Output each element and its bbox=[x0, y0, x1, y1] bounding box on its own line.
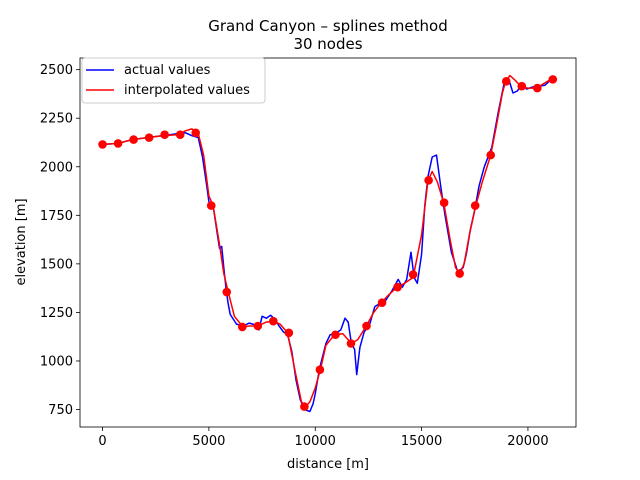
node-marker bbox=[284, 328, 294, 338]
y-axis-ticks: 750 1000 1250 1500 1750 2000 2250 2500 bbox=[40, 63, 80, 418]
node-marker bbox=[206, 201, 216, 210]
node-marker bbox=[98, 140, 107, 149]
chart-subtitle: 30 nodes bbox=[293, 35, 362, 53]
y-tick-label: 1250 bbox=[40, 306, 73, 321]
legend-box bbox=[81, 57, 266, 104]
x-axis-label: distance [m] bbox=[287, 457, 369, 472]
node-marker bbox=[222, 287, 232, 297]
x-tick-label: 10000 bbox=[295, 434, 336, 449]
x-tick-label: 15000 bbox=[401, 434, 442, 449]
node-marker bbox=[377, 298, 387, 308]
series-line-actual bbox=[102, 78, 554, 413]
y-tick-label: 1750 bbox=[40, 209, 73, 224]
node-marker bbox=[346, 339, 356, 348]
x-tick-label: 20000 bbox=[507, 434, 548, 449]
node-marker bbox=[253, 321, 263, 331]
chart-title: Grand Canyon – splines method bbox=[208, 17, 447, 35]
node-marker bbox=[455, 269, 464, 278]
y-tick-label: 2500 bbox=[40, 63, 73, 78]
node-marker bbox=[160, 130, 169, 140]
node-marker bbox=[315, 365, 325, 375]
x-tick-label: 5000 bbox=[192, 434, 225, 449]
series-line-interpolated bbox=[102, 74, 554, 408]
plot-frame bbox=[79, 57, 577, 428]
node-marker bbox=[408, 270, 418, 279]
node-marker bbox=[532, 83, 542, 93]
legend-label-interpolated: interpolated values bbox=[124, 83, 250, 98]
node-marker bbox=[486, 150, 496, 160]
node-marker bbox=[300, 402, 309, 411]
node-marker bbox=[470, 201, 480, 210]
legend-label-actual: actual values bbox=[124, 63, 211, 78]
y-tick-label: 2250 bbox=[40, 112, 73, 127]
x-axis-ticks: 0 5000 10000 15000 20000 bbox=[98, 427, 549, 449]
node-marker bbox=[175, 130, 185, 140]
node-marker bbox=[393, 282, 402, 292]
y-tick-label: 2000 bbox=[40, 160, 73, 175]
node-marker bbox=[501, 77, 511, 86]
y-tick-label: 1000 bbox=[40, 354, 73, 369]
node-marker bbox=[237, 322, 247, 332]
node-marker bbox=[548, 75, 558, 84]
legend: actual values interpolated values bbox=[81, 57, 266, 104]
y-axis-label: elevation [m] bbox=[14, 198, 29, 285]
y-tick-label: 1500 bbox=[40, 257, 73, 272]
node-marker bbox=[517, 81, 527, 91]
node-marker bbox=[144, 133, 154, 142]
node-marker bbox=[129, 135, 138, 144]
node-marker bbox=[439, 198, 449, 207]
node-marker bbox=[424, 176, 433, 185]
node-markers bbox=[98, 75, 558, 411]
node-marker bbox=[269, 316, 278, 326]
y-tick-label: 750 bbox=[48, 403, 73, 418]
node-marker bbox=[113, 139, 123, 148]
node-marker bbox=[191, 128, 201, 138]
plot-area bbox=[98, 74, 558, 413]
x-tick-label: 0 bbox=[98, 434, 106, 449]
node-marker bbox=[331, 330, 340, 340]
node-marker bbox=[362, 321, 371, 331]
